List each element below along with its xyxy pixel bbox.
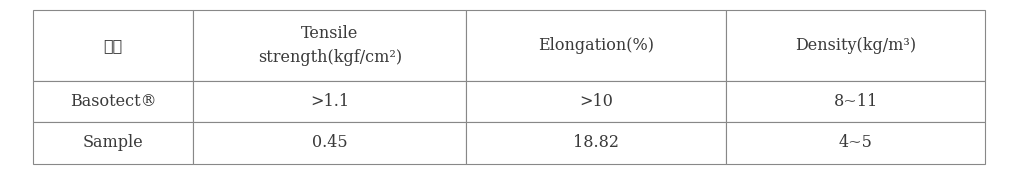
Text: Sample: Sample	[82, 134, 144, 151]
Text: 18.82: 18.82	[573, 134, 619, 151]
Bar	[726, 81, 985, 122]
Text: >10: >10	[579, 93, 613, 110]
Bar	[726, 10, 985, 81]
Bar	[466, 81, 726, 122]
Bar	[33, 122, 193, 164]
Bar	[193, 10, 466, 81]
Text: 8~11: 8~11	[834, 93, 878, 110]
Text: Basotect®: Basotect®	[69, 93, 157, 110]
Bar	[726, 122, 985, 164]
Text: Density(kg/m³): Density(kg/m³)	[795, 37, 916, 54]
Bar	[466, 10, 726, 81]
Text: 4~5: 4~5	[839, 134, 872, 151]
Bar	[193, 122, 466, 164]
Bar	[193, 81, 466, 122]
Text: Elongation(%): Elongation(%)	[539, 37, 654, 54]
Text: >1.1: >1.1	[310, 93, 349, 110]
Bar	[33, 81, 193, 122]
Text: 분류: 분류	[104, 37, 122, 54]
Bar	[33, 10, 193, 81]
Text: 0.45: 0.45	[313, 134, 347, 151]
Bar	[466, 122, 726, 164]
Text: Tensile
strength(kgf/cm²): Tensile strength(kgf/cm²)	[258, 25, 402, 66]
